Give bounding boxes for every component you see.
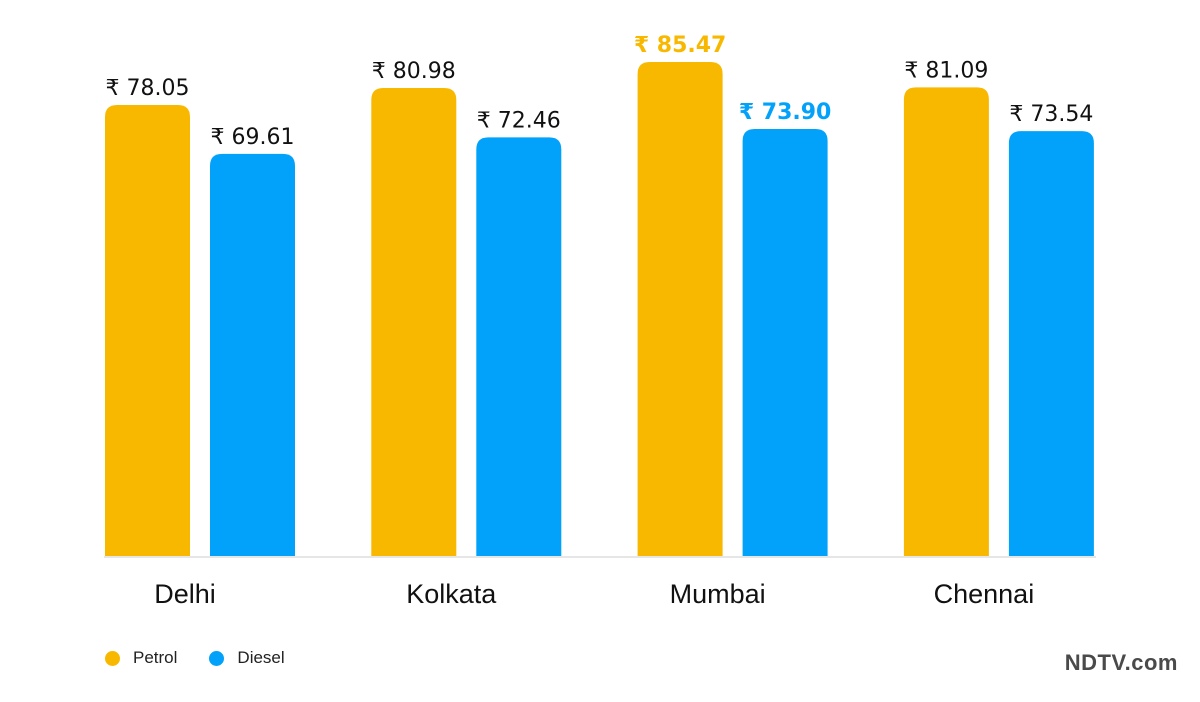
legend-petrol-dot bbox=[105, 650, 120, 666]
bar-diesel-chennai bbox=[1008, 131, 1094, 558]
bars-group bbox=[105, 62, 1094, 558]
category-label-mumbai: Mumbai bbox=[670, 579, 766, 609]
legend-diesel-dot bbox=[209, 650, 225, 666]
brand-logo: NDTV.com bbox=[1064, 650, 1178, 675]
value-label-petrol-chennai: ₹ 81.09 bbox=[904, 58, 988, 83]
legend-item-petrol: Petrol bbox=[105, 648, 177, 668]
value-label-petrol-mumbai: ₹ 85.47 bbox=[634, 33, 727, 58]
value-label-petrol-kolkata: ₹ 80.98 bbox=[372, 59, 456, 84]
bar-petrol-kolkata bbox=[371, 88, 457, 558]
value-label-diesel-chennai: ₹ 73.54 bbox=[1009, 102, 1093, 127]
value-label-diesel-kolkata: ₹ 72.46 bbox=[477, 108, 561, 133]
legend: Petrol Diesel bbox=[105, 648, 317, 668]
category-label-delhi: Delhi bbox=[154, 579, 216, 609]
bar-diesel-kolkata bbox=[476, 137, 562, 558]
value-label-petrol-delhi: ₹ 78.05 bbox=[106, 76, 190, 101]
bar-petrol-mumbai bbox=[637, 62, 723, 557]
category-label-kolkata: Kolkata bbox=[406, 579, 497, 609]
bar-petrol-delhi bbox=[105, 104, 190, 558]
bar-diesel-delhi bbox=[210, 153, 295, 558]
bar-petrol-chennai bbox=[903, 87, 989, 558]
value-label-diesel-mumbai: ₹ 73.90 bbox=[739, 100, 832, 125]
legend-petrol-label: Petrol bbox=[133, 648, 178, 667]
category-labels-group: Delhi Kolkata Mumbai Chennai bbox=[154, 579, 1034, 609]
legend-item-diesel: Diesel bbox=[209, 648, 285, 668]
value-labels-group: ₹ 78.05 ₹ 69.61 ₹ 80.98 ₹ 72.46 ₹ 85.47 ₹ 73.… bbox=[106, 33, 1094, 150]
bar-diesel-mumbai bbox=[742, 129, 828, 557]
legend-diesel-label: Diesel bbox=[237, 648, 285, 667]
value-label-diesel-delhi: ₹ 69.61 bbox=[211, 125, 295, 150]
category-label-chennai: Chennai bbox=[934, 579, 1035, 609]
